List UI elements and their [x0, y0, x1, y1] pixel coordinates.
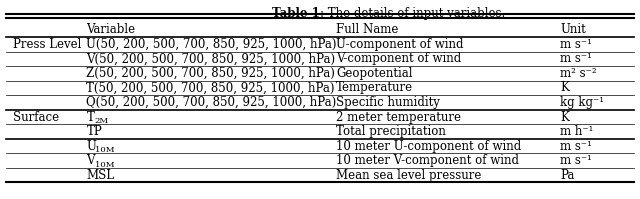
Text: 2 meter temperature: 2 meter temperature — [336, 110, 461, 124]
Text: m s⁻¹: m s⁻¹ — [560, 154, 592, 167]
Text: Pa: Pa — [560, 169, 574, 182]
Text: Q(50, 200, 500, 700, 850, 925, 1000, hPa): Q(50, 200, 500, 700, 850, 925, 1000, hPa… — [86, 96, 337, 109]
Text: TP: TP — [86, 125, 102, 138]
Text: MSL: MSL — [86, 169, 115, 182]
Text: K: K — [560, 110, 569, 124]
Text: U-component of wind: U-component of wind — [336, 38, 463, 51]
Text: 10 meter U-component of wind: 10 meter U-component of wind — [336, 139, 521, 153]
Text: V: V — [86, 154, 95, 167]
Text: T: T — [86, 110, 94, 124]
Text: Specific humidity: Specific humidity — [336, 96, 440, 109]
Text: U: U — [86, 139, 96, 153]
Text: V(50, 200, 500, 700, 850, 925, 1000, hPa): V(50, 200, 500, 700, 850, 925, 1000, hPa… — [86, 52, 335, 65]
Text: Mean sea level pressure: Mean sea level pressure — [336, 169, 481, 182]
Text: m h⁻¹: m h⁻¹ — [560, 125, 593, 138]
Text: Surface: Surface — [13, 110, 59, 124]
Text: U(50, 200, 500, 700, 850, 925, 1000, hPa): U(50, 200, 500, 700, 850, 925, 1000, hPa… — [86, 38, 337, 51]
Text: 10 meter V-component of wind: 10 meter V-component of wind — [336, 154, 519, 167]
Text: 10M: 10M — [95, 161, 114, 169]
Text: m² s⁻²: m² s⁻² — [560, 67, 596, 80]
Text: Z(50, 200, 500, 700, 850, 925, 1000, hPa): Z(50, 200, 500, 700, 850, 925, 1000, hPa… — [86, 67, 335, 80]
Text: : The details of input variables.: : The details of input variables. — [320, 7, 505, 20]
Text: 10M: 10M — [95, 146, 114, 154]
Text: Press Level: Press Level — [13, 38, 81, 51]
Text: Table 1: Table 1 — [272, 7, 320, 20]
Text: m s⁻¹: m s⁻¹ — [560, 52, 592, 65]
Text: kg kg⁻¹: kg kg⁻¹ — [560, 96, 604, 109]
Text: Unit: Unit — [560, 23, 586, 36]
Text: T(50, 200, 500, 700, 850, 925, 1000, hPa): T(50, 200, 500, 700, 850, 925, 1000, hPa… — [86, 81, 335, 95]
Text: V-component of wind: V-component of wind — [336, 52, 461, 65]
Text: Geopotential: Geopotential — [336, 67, 413, 80]
Text: m s⁻¹: m s⁻¹ — [560, 139, 592, 153]
Text: m s⁻¹: m s⁻¹ — [560, 38, 592, 51]
Text: Variable: Variable — [86, 23, 136, 36]
Text: Total precipitation: Total precipitation — [336, 125, 446, 138]
Text: Full Name: Full Name — [336, 23, 398, 36]
Text: Temperature: Temperature — [336, 81, 413, 95]
Text: K: K — [560, 81, 569, 95]
Text: 2M: 2M — [95, 117, 109, 125]
